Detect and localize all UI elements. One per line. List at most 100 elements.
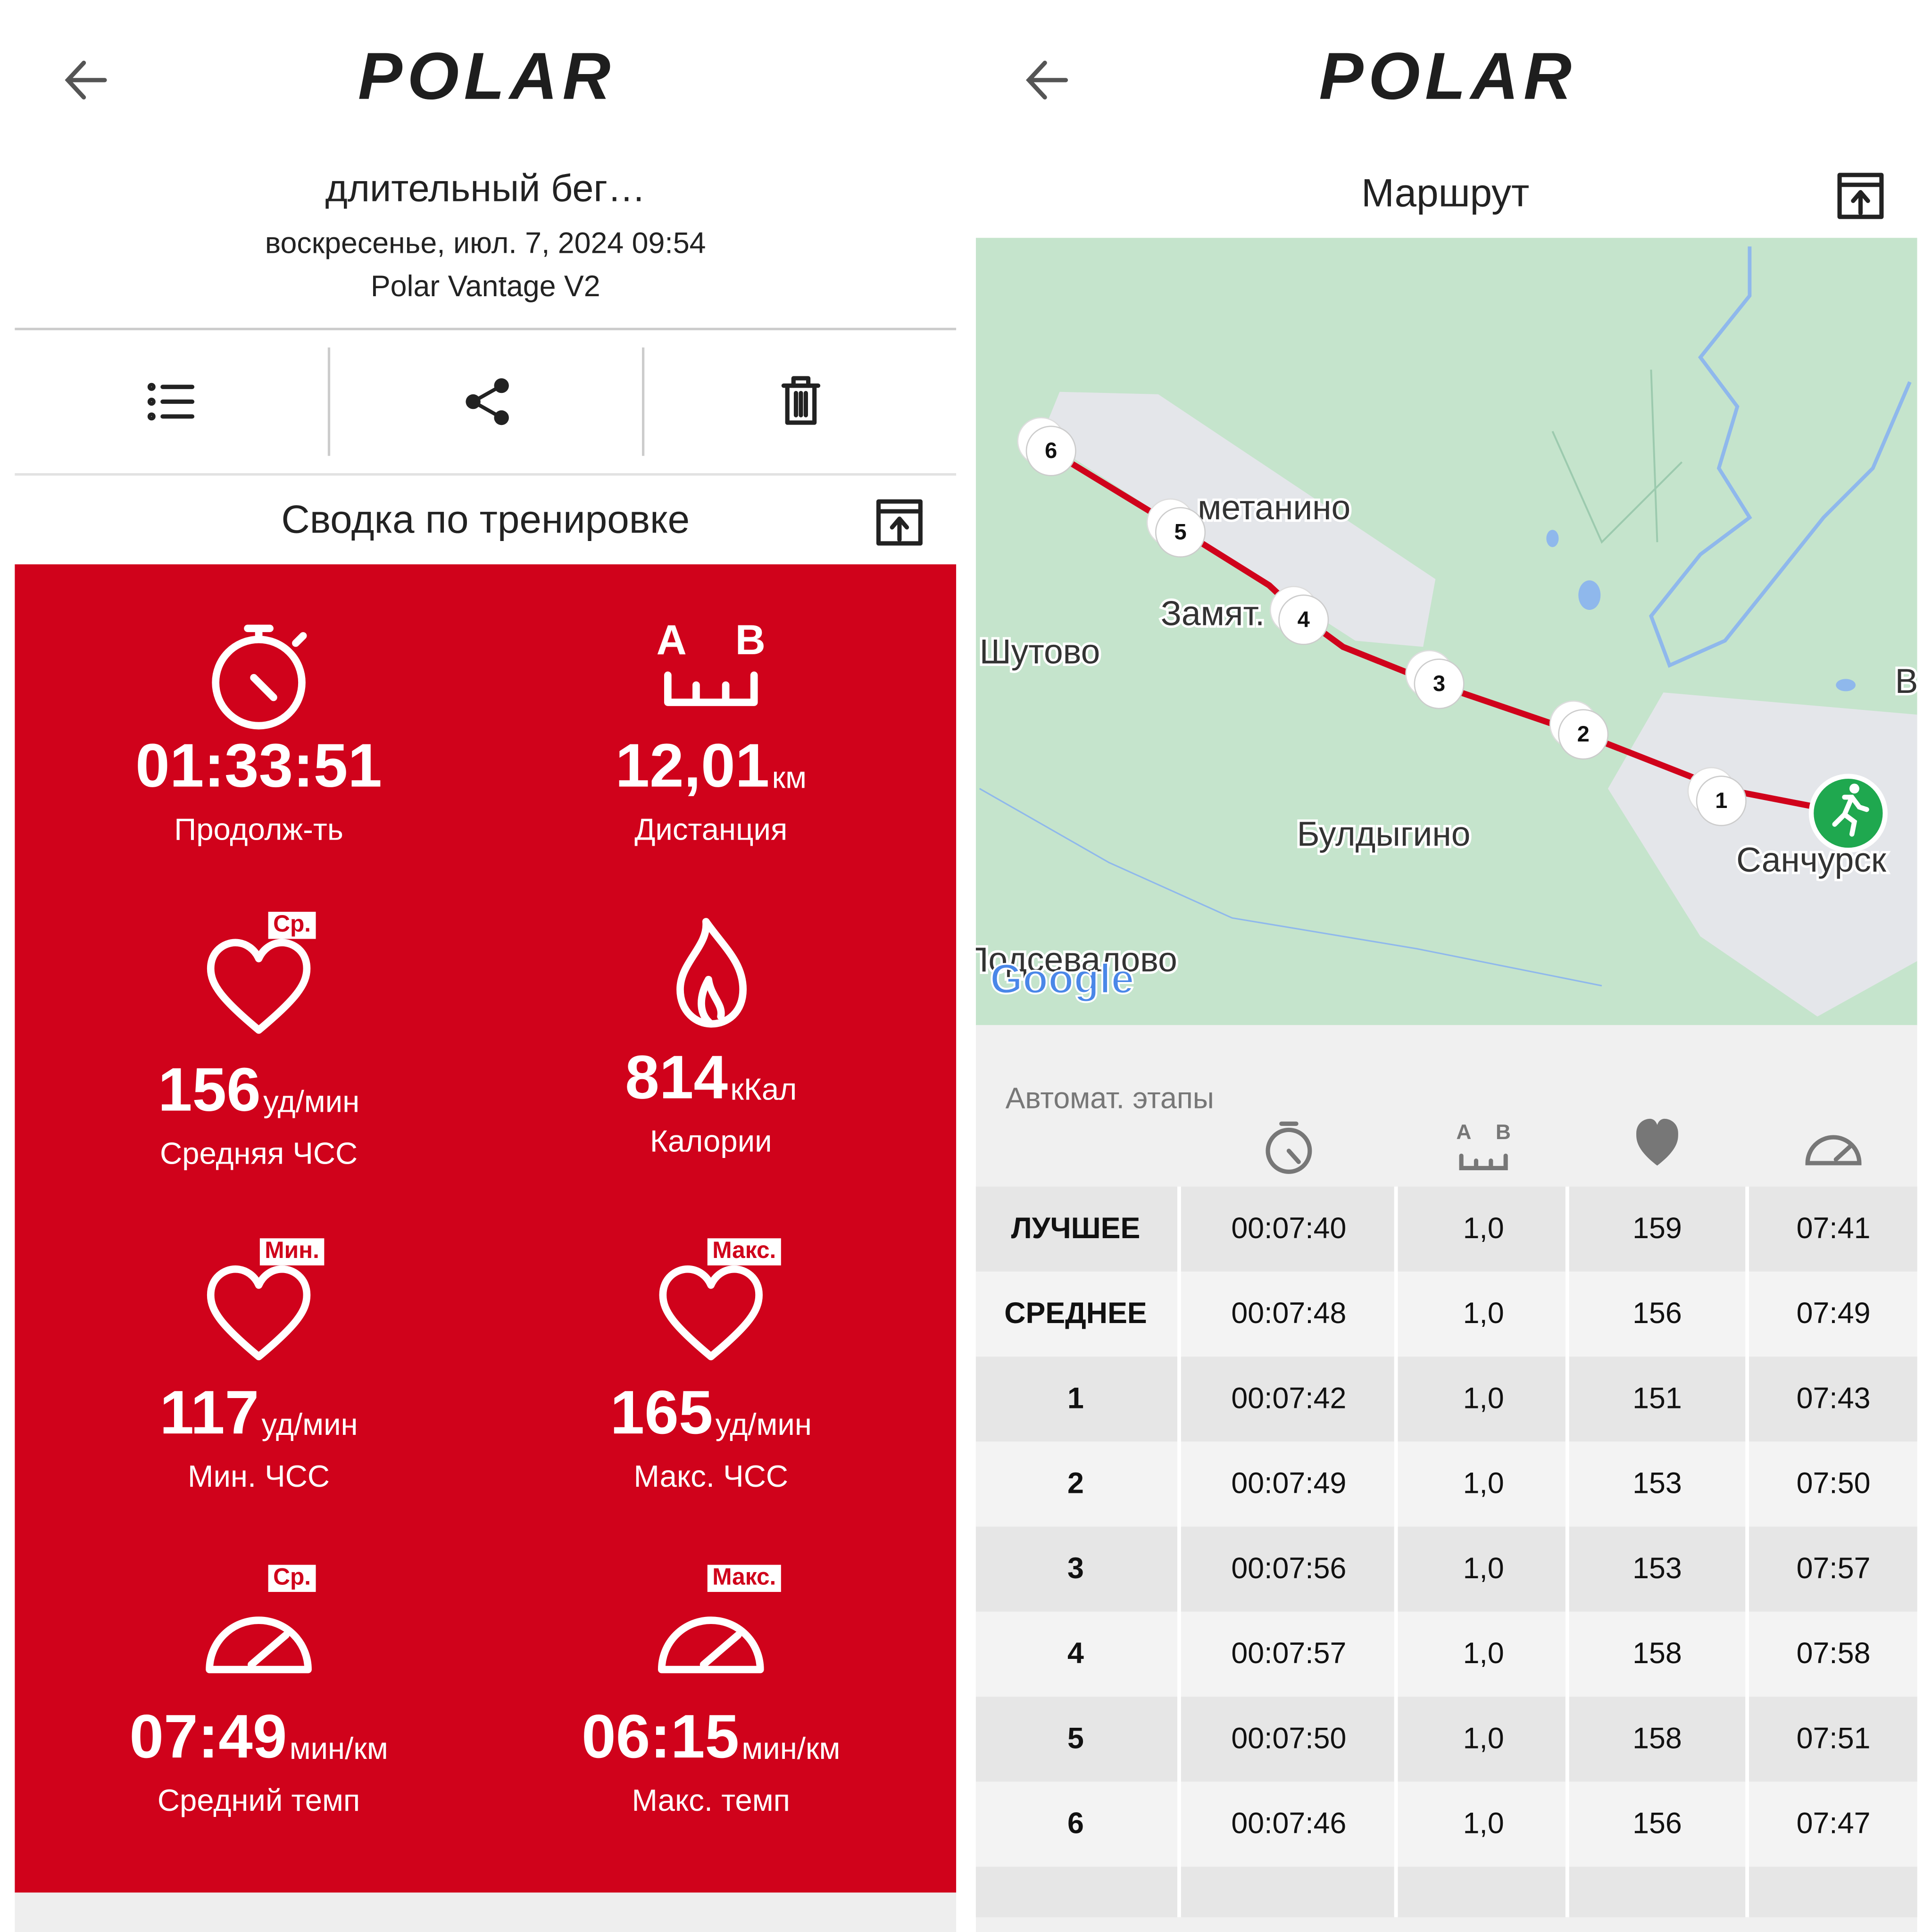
- stat-value: 06:15 мин/км: [582, 1702, 840, 1771]
- row-label: 4: [1067, 1637, 1084, 1670]
- stat-unit: км: [772, 760, 807, 795]
- summary-panel: [15, 564, 957, 1893]
- badge: Макс.: [707, 1563, 781, 1592]
- table-cell: 00:07:50: [1231, 1722, 1346, 1755]
- place-label: Булдыгино: [1297, 815, 1471, 853]
- icon-label: B: [1496, 1121, 1511, 1144]
- badge-box: [707, 1565, 781, 1592]
- badge-label: Мин.: [265, 1237, 319, 1263]
- stat-number: 814: [625, 1042, 728, 1111]
- lap-marker: [1414, 658, 1465, 709]
- table-row: [975, 1357, 1917, 1442]
- stat-number: 165: [610, 1378, 713, 1447]
- table-row: [975, 1866, 1917, 1917]
- column-icons: A B: [1266, 1118, 1862, 1174]
- table-cell: 00:07:49: [1231, 1467, 1346, 1500]
- row-label: ЛУЧШЕЕ: [1011, 1212, 1141, 1245]
- lap-marker-label: 5: [1174, 519, 1186, 544]
- map: метаниноЗамят.ШутовоБулдыгиноСанчурскПод…: [964, 238, 1918, 1025]
- icon-label: B: [735, 616, 766, 663]
- badge: Мин.: [259, 1237, 325, 1266]
- delete-button[interactable]: [781, 376, 821, 425]
- icon-label: A: [657, 616, 687, 663]
- table-cell: 07:49: [1797, 1297, 1871, 1330]
- route-title: Маршрут: [1361, 170, 1529, 215]
- table-cell: 00:07:40: [1231, 1212, 1346, 1245]
- stat-number: 06:15: [582, 1702, 739, 1771]
- table-cell: 07:47: [1797, 1807, 1871, 1840]
- stat-value: 117 уд/мин: [160, 1378, 358, 1447]
- footer: [15, 1892, 957, 1932]
- stat-label: Калории: [650, 1124, 772, 1158]
- table-cell: 07:43: [1797, 1382, 1871, 1415]
- badge: Ср.: [268, 1563, 316, 1592]
- badge-label: Макс.: [712, 1563, 776, 1590]
- stat-label: Средняя ЧСС: [160, 1136, 358, 1171]
- back-button[interactable]: [1029, 63, 1066, 97]
- place-label: метанино: [1198, 489, 1350, 527]
- table-row: [975, 1526, 1917, 1612]
- table-cell: 1,0: [1463, 1467, 1504, 1500]
- stat-number: 117: [160, 1378, 259, 1447]
- export-button[interactable]: [879, 501, 921, 543]
- badge-box: [707, 1238, 781, 1266]
- stat-unit: кКал: [730, 1072, 797, 1107]
- table-cell: 07:51: [1797, 1722, 1871, 1755]
- stat-value: 01:33:51: [135, 731, 382, 799]
- stat-value: 156 уд/мин: [158, 1055, 359, 1124]
- table-cell: 07:50: [1797, 1467, 1871, 1500]
- table-cell: 159: [1632, 1212, 1682, 1245]
- lap-marker-label: 2: [1577, 721, 1590, 746]
- lap-marker: [1696, 775, 1747, 826]
- activity-date: воскресенье, июл. 7, 2024 09:54: [265, 226, 706, 259]
- table-row: [975, 1611, 1917, 1697]
- table-cell: 00:07:46: [1231, 1807, 1346, 1840]
- map-attribution: Google: [990, 955, 1134, 1002]
- back-button[interactable]: [68, 63, 105, 97]
- table-cell: 07:57: [1797, 1552, 1871, 1585]
- stat-unit: мин/км: [741, 1731, 840, 1765]
- stat-number: 12,01: [615, 731, 769, 799]
- laps-table: ЛУЧШЕЕ 00:07:40 1,0 159 07:41 СРЕДНЕЕ 00:07:48…: [975, 1186, 1917, 1917]
- table-cell: 153: [1632, 1467, 1682, 1500]
- row-label: 5: [1067, 1722, 1084, 1755]
- table-cell: 153: [1632, 1552, 1682, 1585]
- place-label: Замят.: [1161, 594, 1265, 633]
- row-label: СРЕДНЕЕ: [1004, 1297, 1147, 1330]
- stat-label: Макс. ЧСС: [634, 1459, 789, 1493]
- table-cell: 1,0: [1463, 1382, 1504, 1415]
- stat-label: Дистанция: [634, 812, 787, 847]
- table-row: [975, 1697, 1917, 1782]
- stat-unit: уд/мин: [716, 1407, 812, 1441]
- stat-value: 814 кКал: [625, 1042, 797, 1111]
- row-label: 1: [1067, 1382, 1084, 1415]
- laps-title: Автомат. этапы: [1006, 1082, 1214, 1115]
- lap-marker-label: 1: [1715, 788, 1727, 813]
- table-cell: 151: [1632, 1382, 1682, 1415]
- stat-value: 07:49 мин/км: [129, 1702, 388, 1771]
- list-button[interactable]: [147, 383, 195, 421]
- table-row: [975, 1271, 1917, 1357]
- export-button[interactable]: [1840, 175, 1882, 217]
- place-label: Шутово: [980, 633, 1100, 671]
- stat-unit: уд/мин: [261, 1407, 358, 1441]
- place-label: Подсевалово: [964, 941, 1177, 979]
- lap-marker-label: 4: [1298, 607, 1310, 632]
- place-label: В: [1895, 662, 1918, 700]
- stat-unit: мин/км: [290, 1731, 388, 1765]
- table-cell: 07:41: [1797, 1212, 1871, 1245]
- badge-box: [268, 912, 316, 939]
- lap-marker-label: 3: [1433, 671, 1445, 696]
- stat-number: 07:49: [129, 1702, 287, 1771]
- badge-box: [268, 1565, 316, 1592]
- table-cell: 1,0: [1463, 1637, 1504, 1670]
- share-button[interactable]: [466, 378, 509, 425]
- table-row: [975, 1186, 1917, 1272]
- badge: Ср.: [268, 910, 316, 939]
- table-cell: 1,0: [1463, 1807, 1504, 1840]
- stat-label: Продолж-ть: [174, 812, 343, 847]
- badge-label: Ср.: [273, 1563, 311, 1590]
- summary-title: Сводка по тренировке: [281, 497, 690, 541]
- table-cell: 1,0: [1463, 1212, 1504, 1245]
